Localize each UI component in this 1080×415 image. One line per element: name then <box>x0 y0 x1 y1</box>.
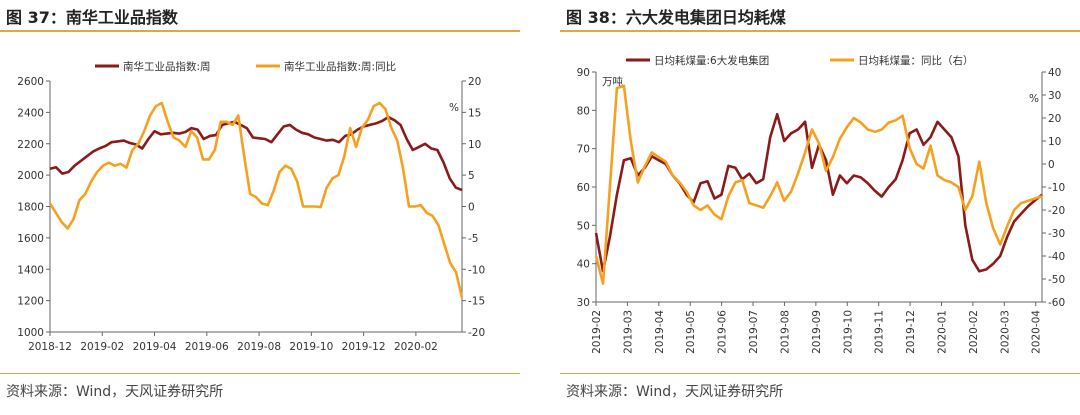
right-y-tick-label: -30 <box>1048 228 1065 240</box>
right-chart-title: 图 38：六大发电集团日均耗煤 <box>566 8 786 27</box>
x-tick-label: 2019-09 <box>811 310 823 354</box>
left-source-note: 资料来源：Wind，天风证券研究所 <box>6 384 224 400</box>
right-y-tick-label: 20 <box>1048 113 1061 125</box>
right-y-tick-label: 20 <box>468 76 481 88</box>
left-y-tick-label: 2000 <box>17 170 44 182</box>
right-y-tick-label: -5 <box>468 233 478 245</box>
x-tick-label: 2019-05 <box>685 310 697 354</box>
x-tick-label: 2019-02 <box>80 341 124 353</box>
right-y-tick-label: 10 <box>1048 136 1061 148</box>
legend-label: 日均耗煤量：同比（右） <box>858 54 974 67</box>
right-y-tick-label: -60 <box>1048 297 1065 309</box>
x-tick-label: 2019-06 <box>185 341 229 353</box>
left-chart: 1000 1200 1400 1600 1800 2000 2200 2400 2600 -20 -… <box>17 60 485 353</box>
right-y-tick-label: 0 <box>1048 159 1055 171</box>
right-y-unit: % <box>449 102 459 114</box>
x-tick-label: 2019-04 <box>133 341 177 353</box>
left-y-tick-label: 1400 <box>17 264 44 276</box>
left-y-tick-label: 2400 <box>17 107 44 119</box>
right-y-tick-label: 40 <box>1048 67 1061 79</box>
right-y-tick-label: -10 <box>1048 182 1065 194</box>
legend-label: 日均耗煤量:6大发电集团 <box>654 54 769 67</box>
left-y-tick-label: 90 <box>577 67 590 79</box>
x-tick-label: 2018-12 <box>28 341 72 353</box>
right-y-tick-label: 10 <box>468 139 481 151</box>
series-line-primary <box>49 115 463 192</box>
left-source-divider <box>0 373 520 374</box>
x-tick-label: 2019-07 <box>748 310 760 354</box>
legend-label: 南华工业品指数:周 <box>123 60 211 73</box>
x-tick-label: 2019-04 <box>654 310 666 354</box>
left-y-tick-label: 40 <box>577 259 590 271</box>
right-source-divider <box>560 373 1080 374</box>
legend-label: 南华工业品指数:周:同比 <box>284 60 396 73</box>
right-title-divider <box>560 30 1080 32</box>
left-y-tick-label: 1600 <box>17 233 44 245</box>
right-y-tick-label: -15 <box>468 296 485 308</box>
x-tick-label: 2019-12 <box>905 310 917 354</box>
x-tick-label: 2020-02 <box>968 310 980 354</box>
x-tick-label: 2020-02 <box>394 341 438 353</box>
right-source-note: 资料来源：Wind，天风证券研究所 <box>566 384 784 400</box>
left-y-tick-label: 50 <box>577 220 590 232</box>
right-y-tick-label: -20 <box>468 327 485 339</box>
x-tick-label: 2019-08 <box>237 341 281 353</box>
x-tick-label: 2019-08 <box>779 310 791 354</box>
left-y-tick-label: 2200 <box>17 139 44 151</box>
x-tick-label: 2019-02 <box>591 310 603 354</box>
series-line-primary <box>594 112 1043 273</box>
x-tick-label: 2019-12 <box>342 341 386 353</box>
left-y-tick-label: 60 <box>577 182 590 194</box>
left-y-tick-label: 70 <box>577 144 590 156</box>
right-y-tick-label: -20 <box>1048 205 1065 217</box>
right-y-tick-label: -10 <box>468 264 485 276</box>
x-tick-label: 2019-11 <box>874 310 886 354</box>
right-chart-panel: 图 38：六大发电集团日均耗煤 30 40 50 60 70 80 90 -60 -50 -40 -… <box>560 0 1080 415</box>
left-y-tick-label: 30 <box>577 297 590 309</box>
left-chart-panel: 图 37：南华工业品指数 1000 1200 1400 1600 1800 2000 220… <box>0 0 520 415</box>
x-tick-label: 2019-03 <box>622 310 634 354</box>
right-y-tick-label: 15 <box>468 107 481 119</box>
series-line-secondary <box>48 101 464 298</box>
left-y-tick-label: 1200 <box>17 296 44 308</box>
left-y-tick-label: 80 <box>577 105 590 117</box>
x-tick-label: 2019-10 <box>842 310 854 354</box>
right-y-tick-label: 5 <box>468 170 475 182</box>
x-tick-label: 2019-10 <box>289 341 333 353</box>
left-y-tick-label: 1000 <box>17 327 44 339</box>
right-y-unit: % <box>1029 93 1039 105</box>
left-title-divider <box>0 30 520 32</box>
right-y-tick-label: -40 <box>1048 251 1065 263</box>
right-y-tick-label: -50 <box>1048 274 1065 286</box>
x-tick-label: 2020-04 <box>1031 310 1043 354</box>
x-tick-label: 2020-03 <box>999 310 1011 354</box>
series-line-secondary <box>594 84 1043 285</box>
x-tick-label: 2019-06 <box>717 310 729 354</box>
left-chart-title: 图 37：南华工业品指数 <box>6 8 178 27</box>
x-tick-label: 2020-01 <box>936 310 948 354</box>
left-y-tick-label: 2600 <box>17 76 44 88</box>
right-y-tick-label: 30 <box>1048 90 1061 102</box>
right-chart: 30 40 50 60 70 80 90 -60 -50 -40 -30 -20 -10 0 10 20 30 4… <box>577 54 1066 354</box>
left-y-unit: 万吨 <box>602 75 623 88</box>
right-y-tick-label: 0 <box>468 202 475 214</box>
left-y-tick-label: 1800 <box>17 202 44 214</box>
